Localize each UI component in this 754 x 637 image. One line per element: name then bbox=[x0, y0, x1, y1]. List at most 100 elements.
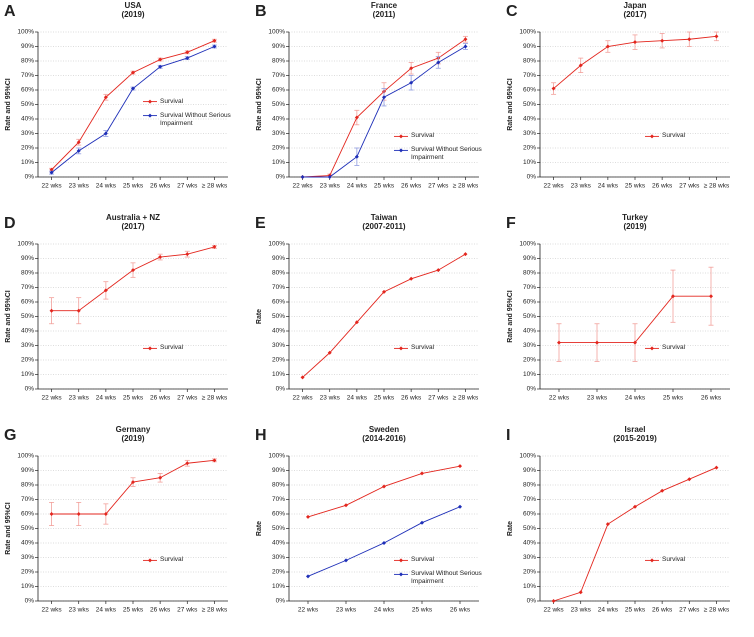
x-tick-label: 22 wks bbox=[41, 607, 62, 614]
y-tick-label: 0% bbox=[25, 386, 35, 393]
chart-title: Israel bbox=[625, 425, 646, 434]
y-tick-label: 70% bbox=[272, 284, 285, 291]
y-tick-label: 100% bbox=[17, 453, 34, 460]
data-point bbox=[714, 465, 719, 470]
x-tick-label: 25 wks bbox=[412, 607, 433, 614]
legend-entry: Survival Without Serious Impairment bbox=[160, 112, 231, 127]
chart-title: Japan bbox=[623, 1, 646, 10]
data-point bbox=[714, 34, 719, 39]
y-axis-label: Rate and 95%CI bbox=[507, 78, 514, 131]
data-point bbox=[420, 520, 424, 525]
legend-entry: Survival Without Serious Impairment bbox=[411, 146, 482, 161]
y-tick-label: 30% bbox=[21, 554, 34, 561]
y-tick-label: 60% bbox=[272, 511, 285, 518]
x-tick-label: 26 wks bbox=[401, 395, 422, 402]
y-tick-label: 10% bbox=[523, 371, 536, 378]
data-point bbox=[103, 512, 108, 516]
y-tick-label: 100% bbox=[268, 29, 285, 36]
y-tick-label: 0% bbox=[527, 598, 537, 605]
data-point bbox=[103, 95, 108, 100]
legend-swatch bbox=[399, 346, 403, 351]
y-tick-label: 90% bbox=[272, 43, 285, 50]
x-tick-label: 26 wks bbox=[401, 183, 422, 190]
data-point bbox=[578, 63, 583, 68]
legend-swatch bbox=[650, 134, 654, 139]
data-point bbox=[709, 294, 713, 299]
y-axis-label: Rate and 95%CI bbox=[507, 290, 514, 343]
y-tick-label: 50% bbox=[523, 101, 536, 108]
data-point bbox=[185, 56, 190, 61]
y-tick-label: 100% bbox=[17, 29, 34, 36]
y-tick-label: 100% bbox=[519, 241, 536, 248]
panel-letter: D bbox=[4, 215, 16, 232]
legend-entry: Survival bbox=[662, 344, 686, 352]
x-tick-label: 24 wks bbox=[374, 607, 395, 614]
y-tick-label: 20% bbox=[523, 357, 536, 364]
data-point bbox=[306, 574, 310, 579]
y-tick-label: 60% bbox=[21, 299, 34, 306]
y-tick-label: 90% bbox=[21, 467, 34, 474]
legend-label: Survival bbox=[662, 132, 686, 140]
y-tick-label: 60% bbox=[21, 511, 34, 518]
y-axis-label: Rate bbox=[256, 521, 263, 536]
y-tick-label: 90% bbox=[523, 255, 536, 262]
y-axis-label: Rate and 95%CI bbox=[5, 502, 12, 555]
y-tick-label: 70% bbox=[21, 496, 34, 503]
legend-entry: Survival bbox=[160, 344, 183, 351]
data-point bbox=[300, 175, 305, 179]
series-line bbox=[51, 459, 215, 515]
chart-title: USA bbox=[125, 1, 142, 10]
chart-subtitle: (2019) bbox=[121, 434, 144, 443]
x-tick-label: 22 wks bbox=[543, 607, 564, 614]
chart-title: France bbox=[371, 1, 398, 10]
legend-entry: Survival bbox=[411, 132, 434, 139]
x-tick-label: 26 wks bbox=[150, 395, 171, 402]
x-tick-label: 22 wks bbox=[543, 183, 564, 190]
y-tick-label: 80% bbox=[21, 58, 34, 65]
x-tick-label: 26 wks bbox=[150, 607, 171, 614]
panel-letter: E bbox=[255, 215, 266, 232]
data-point bbox=[76, 512, 81, 516]
y-tick-label: 80% bbox=[272, 58, 285, 65]
data-point bbox=[327, 350, 332, 355]
data-point bbox=[578, 590, 583, 595]
x-tick-label: 25 wks bbox=[625, 183, 646, 190]
x-tick-label: 26 wks bbox=[652, 183, 673, 190]
y-tick-label: 60% bbox=[272, 299, 285, 306]
x-tick-label: 24 wks bbox=[96, 395, 117, 402]
legend-swatch bbox=[650, 558, 654, 563]
panel-letter: G bbox=[4, 427, 16, 444]
chart-subtitle: (2017) bbox=[623, 10, 646, 19]
series-line bbox=[307, 465, 461, 518]
x-tick-label: 24 wks bbox=[598, 607, 619, 614]
data-point bbox=[633, 340, 637, 345]
x-tick-label: 25 wks bbox=[663, 395, 684, 402]
y-tick-label: 10% bbox=[523, 583, 536, 590]
y-tick-label: 50% bbox=[272, 313, 285, 320]
x-tick-label: 24 wks bbox=[598, 183, 619, 190]
y-tick-label: 10% bbox=[21, 583, 34, 590]
y-tick-label: 40% bbox=[523, 116, 536, 123]
x-tick-label: 22 wks bbox=[41, 183, 62, 190]
data-point bbox=[131, 86, 135, 91]
data-point bbox=[49, 167, 54, 172]
x-tick-label: ≥ 28 wks bbox=[453, 395, 479, 402]
y-tick-label: 40% bbox=[272, 540, 285, 547]
legend-entry: Survival bbox=[411, 556, 434, 563]
chart-title: Taiwan bbox=[371, 213, 398, 222]
y-tick-label: 100% bbox=[268, 241, 285, 248]
y-tick-label: 80% bbox=[272, 482, 285, 489]
legend-swatch bbox=[148, 113, 152, 118]
y-tick-label: 50% bbox=[523, 525, 536, 532]
y-tick-label: 10% bbox=[272, 583, 285, 590]
y-axis-label: Rate and 95%CI bbox=[5, 290, 12, 343]
data-point bbox=[76, 148, 81, 153]
data-point bbox=[327, 175, 332, 179]
y-tick-label: 20% bbox=[272, 569, 285, 576]
y-tick-label: 0% bbox=[25, 174, 35, 181]
legend-label: Survival bbox=[662, 344, 686, 352]
x-tick-label: ≥ 28 wks bbox=[453, 183, 479, 190]
y-tick-label: 80% bbox=[523, 482, 536, 489]
y-tick-label: 40% bbox=[272, 328, 285, 335]
data-point bbox=[633, 40, 637, 45]
